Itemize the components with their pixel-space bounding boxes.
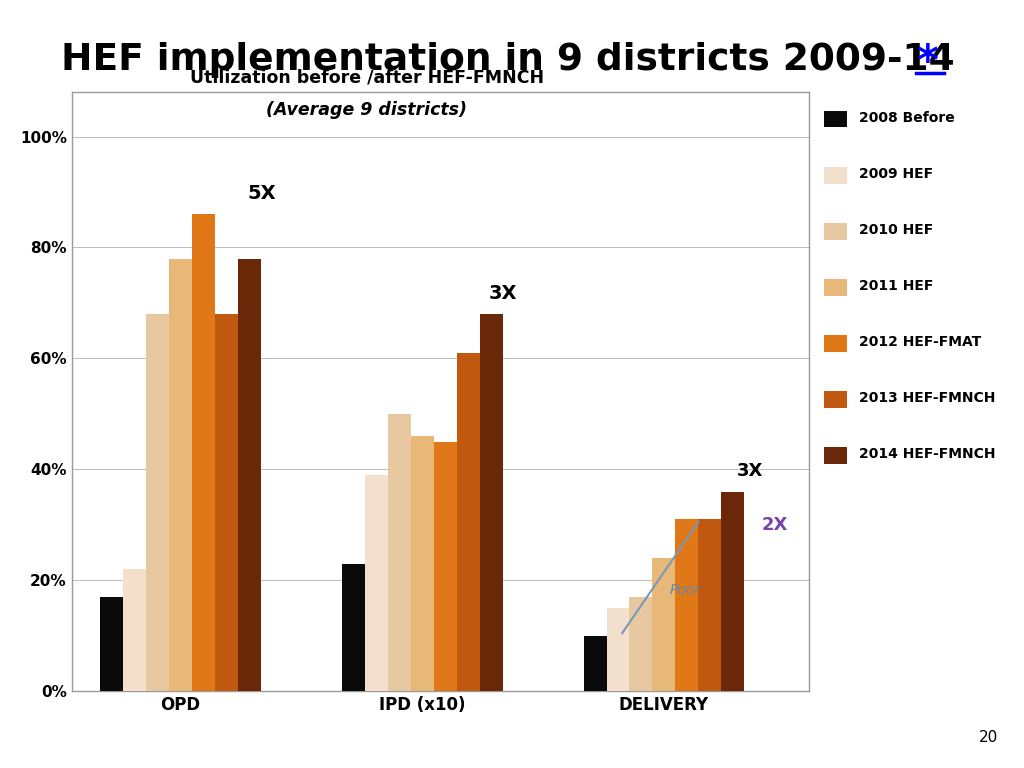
Text: 5X: 5X — [247, 184, 275, 203]
Bar — [365, 475, 388, 691]
Text: 3X: 3X — [488, 284, 517, 303]
Bar — [123, 569, 146, 691]
Text: 2011 HEF: 2011 HEF — [859, 279, 934, 293]
Bar — [146, 314, 169, 691]
Text: 2013 HEF-FMNCH: 2013 HEF-FMNCH — [859, 391, 995, 405]
Bar — [652, 558, 676, 691]
Bar — [584, 636, 606, 691]
Text: 2009 HEF: 2009 HEF — [859, 167, 933, 180]
Text: 20: 20 — [979, 730, 998, 745]
Bar — [630, 597, 652, 691]
Text: HEF implementation in 9 districts 2009-14: HEF implementation in 9 districts 2009-1… — [61, 42, 968, 78]
Text: 2012 HEF-FMAT: 2012 HEF-FMAT — [859, 335, 981, 349]
Bar — [721, 492, 744, 691]
Text: (​Average 9 districts​): (​Average 9 districts​) — [266, 101, 467, 119]
Text: 2X: 2X — [762, 516, 788, 534]
Bar — [100, 597, 123, 691]
Text: 3X: 3X — [736, 462, 763, 481]
Bar — [215, 314, 238, 691]
Text: *: * — [916, 42, 938, 84]
Bar — [411, 436, 434, 691]
Bar — [676, 519, 698, 691]
Bar — [169, 259, 191, 691]
Text: 2008 Before: 2008 Before — [859, 111, 955, 124]
Text: Utilization before /after HEF-FMNCH: Utilization before /after HEF-FMNCH — [189, 68, 544, 86]
Bar — [388, 414, 411, 691]
Text: Poor: Poor — [670, 583, 701, 597]
Bar — [457, 353, 479, 691]
Bar — [342, 564, 365, 691]
Bar — [698, 519, 721, 691]
Text: 2010 HEF: 2010 HEF — [859, 223, 934, 237]
Bar — [479, 314, 503, 691]
Text: 2014 HEF-FMNCH: 2014 HEF-FMNCH — [859, 447, 995, 461]
Bar — [238, 259, 261, 691]
Bar — [191, 214, 215, 691]
Bar — [606, 608, 630, 691]
Bar — [434, 442, 457, 691]
